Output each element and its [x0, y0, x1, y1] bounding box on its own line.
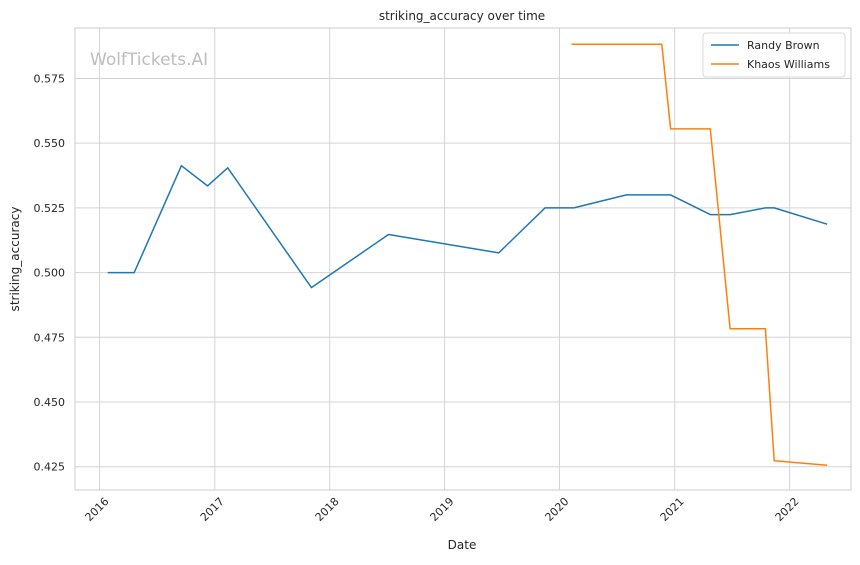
legend-box: [702, 32, 846, 78]
y-tick-label: 0.500: [34, 267, 66, 280]
legend: Randy Brown Khaos Williams: [702, 32, 846, 78]
series-line-khaos-williams: [571, 43, 828, 466]
y-tick-label: 0.575: [34, 72, 66, 85]
y-tick-label: 0.425: [34, 461, 66, 474]
y-tick-label: 0.550: [34, 137, 66, 150]
y-axis-label: striking_accuracy: [8, 207, 22, 312]
y-tick-label: 0.450: [34, 396, 66, 409]
y-tick-label: 0.475: [34, 331, 66, 344]
y-tick-label: 0.525: [34, 202, 66, 215]
chart-title: striking_accuracy over time: [379, 9, 545, 23]
legend-label-khaos-williams: Khaos Williams: [747, 58, 830, 71]
plot-frame: [74, 27, 852, 491]
plot-area: [75, 28, 851, 490]
grid-layer: [75, 28, 851, 490]
series-line-randy-brown: [107, 164, 828, 289]
x-axis-label: Date: [448, 538, 477, 552]
legend-label-randy-brown: Randy Brown: [747, 39, 820, 52]
series-layer: [107, 43, 828, 466]
watermark: WolfTickets.AI: [90, 50, 208, 70]
